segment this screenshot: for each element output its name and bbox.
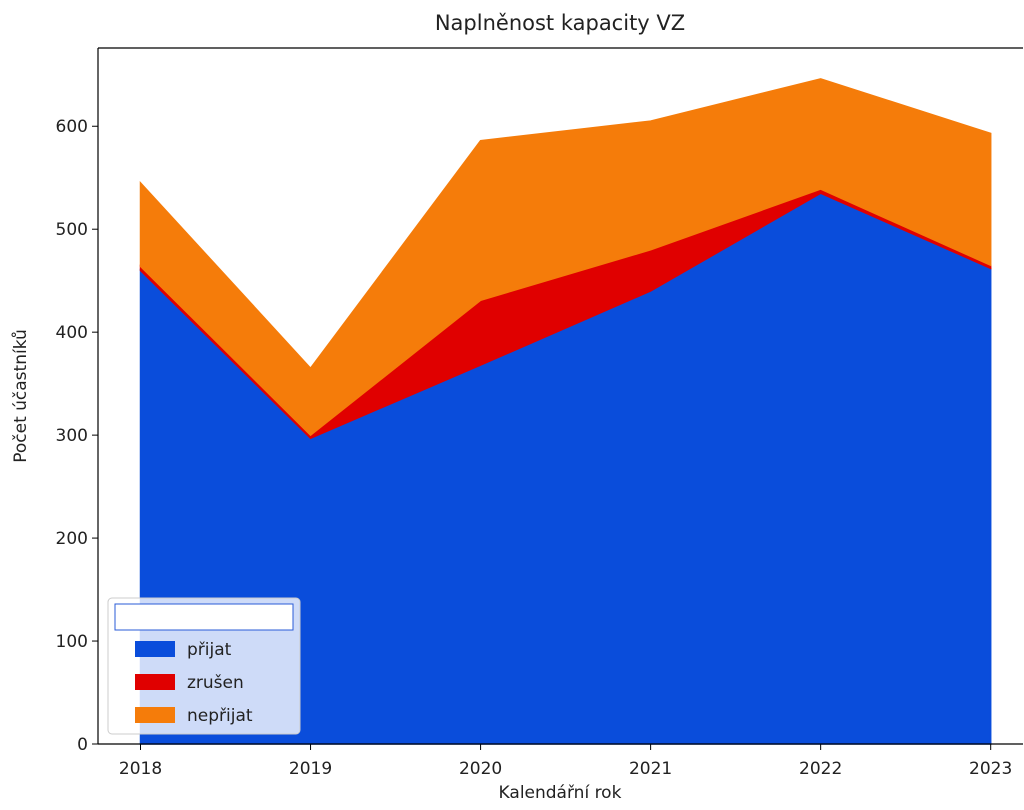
- x-tick-label: 2019: [289, 759, 332, 779]
- y-tick-label: 200: [56, 529, 88, 549]
- y-tick-label: 300: [56, 426, 88, 446]
- x-axis-label: Kalendářní rok: [499, 783, 622, 803]
- y-axis-label: Počet účastníků: [11, 329, 31, 463]
- chart-title: Naplněnost kapacity VZ: [435, 11, 685, 35]
- y-tick-label: 0: [77, 735, 88, 755]
- x-tick-label: 2020: [459, 759, 502, 779]
- legend-label: přijat: [187, 640, 232, 660]
- legend-box: [107, 597, 301, 735]
- area: [139, 78, 992, 437]
- x-tick-label: 2022: [799, 759, 842, 779]
- y-tick-label: 400: [56, 323, 88, 343]
- legend-swatch: [135, 707, 175, 723]
- x-tick-label: 2023: [969, 759, 1012, 779]
- legend-label: nepřijat: [187, 706, 253, 726]
- y-tick-label: 500: [56, 220, 88, 240]
- x-tick-label: 2021: [629, 759, 672, 779]
- legend-swatch: [135, 674, 175, 690]
- legend-label: zrušen: [187, 673, 244, 693]
- legend-title-box: [114, 603, 294, 631]
- y-tick-label: 600: [56, 117, 88, 137]
- y-tick-label: 100: [56, 632, 88, 652]
- x-tick-label: 2018: [119, 759, 162, 779]
- legend-swatch: [135, 641, 175, 657]
